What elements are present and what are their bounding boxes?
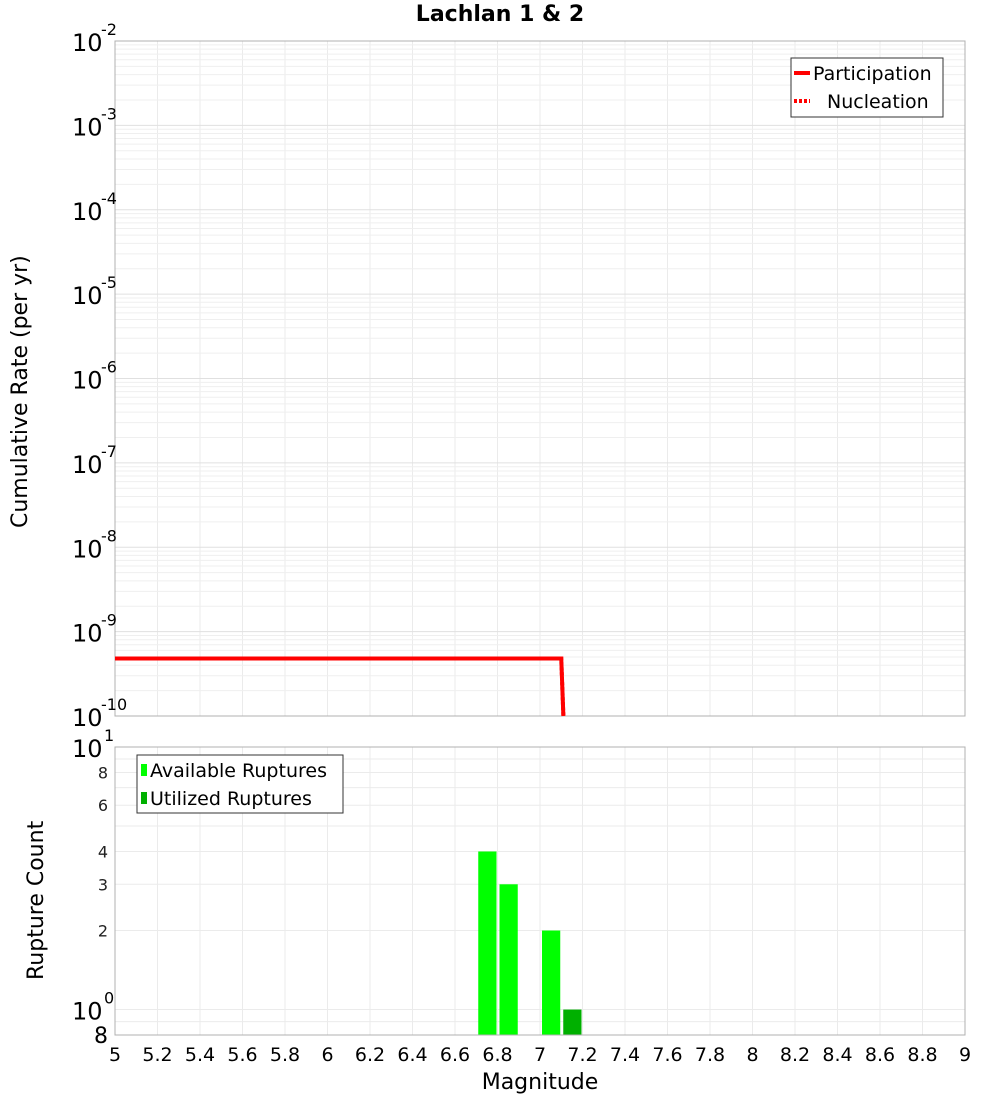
- histogram-bar: [542, 930, 561, 1035]
- svg-text:-2: -2: [101, 20, 117, 39]
- svg-text:-4: -4: [101, 189, 117, 208]
- x-tick-label: 6.8: [482, 1044, 512, 1066]
- x-tick-label: 8.2: [780, 1044, 810, 1066]
- y-tick-label: 10: [72, 620, 103, 648]
- y-tick-label: 4: [98, 842, 108, 861]
- histogram-bar: [478, 851, 497, 1035]
- bottom-y-axis-label: Rupture Count: [24, 820, 49, 980]
- x-tick-label: 6.4: [397, 1044, 427, 1066]
- y-tick-label: 3: [98, 875, 108, 894]
- x-tick-label: 9: [959, 1044, 971, 1066]
- x-tick-label: 6.6: [440, 1044, 470, 1066]
- x-tick-label: 7.4: [610, 1044, 640, 1066]
- legend-label: Nucleation: [827, 91, 929, 113]
- y-tick-label: 2: [98, 922, 108, 941]
- x-tick-label: 7: [534, 1044, 546, 1066]
- svg-text:-10: -10: [101, 695, 127, 714]
- y-tick-label: 6: [98, 796, 108, 815]
- series-nucleation: [115, 656, 566, 717]
- x-tick-label: 6: [321, 1044, 333, 1066]
- svg-text:-5: -5: [101, 273, 117, 292]
- legend-label: Participation: [813, 63, 932, 85]
- svg-text:-9: -9: [101, 611, 117, 630]
- y-tick-label: 10: [72, 451, 103, 479]
- top-legend: Participation Nucleation: [790, 57, 944, 118]
- y-tick-label: 8: [94, 1024, 108, 1049]
- x-tick-label: 8.8: [907, 1044, 937, 1066]
- x-axis-label: Magnitude: [481, 1070, 599, 1095]
- y-tick-label: 10: [72, 367, 103, 395]
- x-tick-label: 5.2: [142, 1044, 172, 1066]
- legend-label: Utilized Ruptures: [150, 788, 312, 810]
- series-participation: [115, 656, 566, 717]
- svg-text:-7: -7: [101, 442, 117, 461]
- svg-text:-6: -6: [101, 358, 117, 377]
- y-tick-label: 10: [72, 29, 103, 57]
- bottom-legend: Available Ruptures Utilized Ruptures: [136, 754, 344, 814]
- y-tick-label: 10: [72, 998, 103, 1026]
- x-tick-label: 7.6: [652, 1044, 682, 1066]
- y-tick-label: 10: [72, 113, 103, 141]
- x-tick-label: 7.8: [695, 1044, 725, 1066]
- histogram-bar: [499, 884, 518, 1035]
- x-tick-label: 7.2: [567, 1044, 597, 1066]
- svg-text:-3: -3: [101, 104, 117, 123]
- top-plot: 10-210-310-410-510-610-710-810-910-10Par…: [72, 20, 966, 732]
- svg-text:0: 0: [104, 989, 114, 1008]
- histogram-bar: [563, 1009, 582, 1035]
- svg-text:-8: -8: [101, 526, 117, 545]
- x-tick-label: 5.6: [227, 1044, 257, 1066]
- x-tick-label: 8.6: [865, 1044, 895, 1066]
- y-tick-label: 10: [72, 535, 103, 563]
- x-tick-label: 8: [746, 1044, 758, 1066]
- x-tick-label: 5.8: [270, 1044, 300, 1066]
- y-tick-label: 10: [72, 198, 103, 226]
- x-tick-label: 6.2: [355, 1044, 385, 1066]
- svg-text:1: 1: [104, 726, 114, 745]
- y-tick-label: 10: [72, 735, 103, 763]
- x-tick-label: 5: [109, 1044, 121, 1066]
- y-tick-label: 10: [72, 704, 103, 732]
- x-tick-label: 5.4: [185, 1044, 215, 1066]
- x-tick-label: 8.4: [822, 1044, 852, 1066]
- top-y-axis-label: Cumulative Rate (per yr): [8, 255, 33, 528]
- y-tick-label: 10: [72, 282, 103, 310]
- chart-title: Lachlan 1 & 2: [415, 2, 585, 27]
- legend-label: Available Ruptures: [150, 760, 327, 782]
- y-tick-label: 8: [98, 763, 108, 782]
